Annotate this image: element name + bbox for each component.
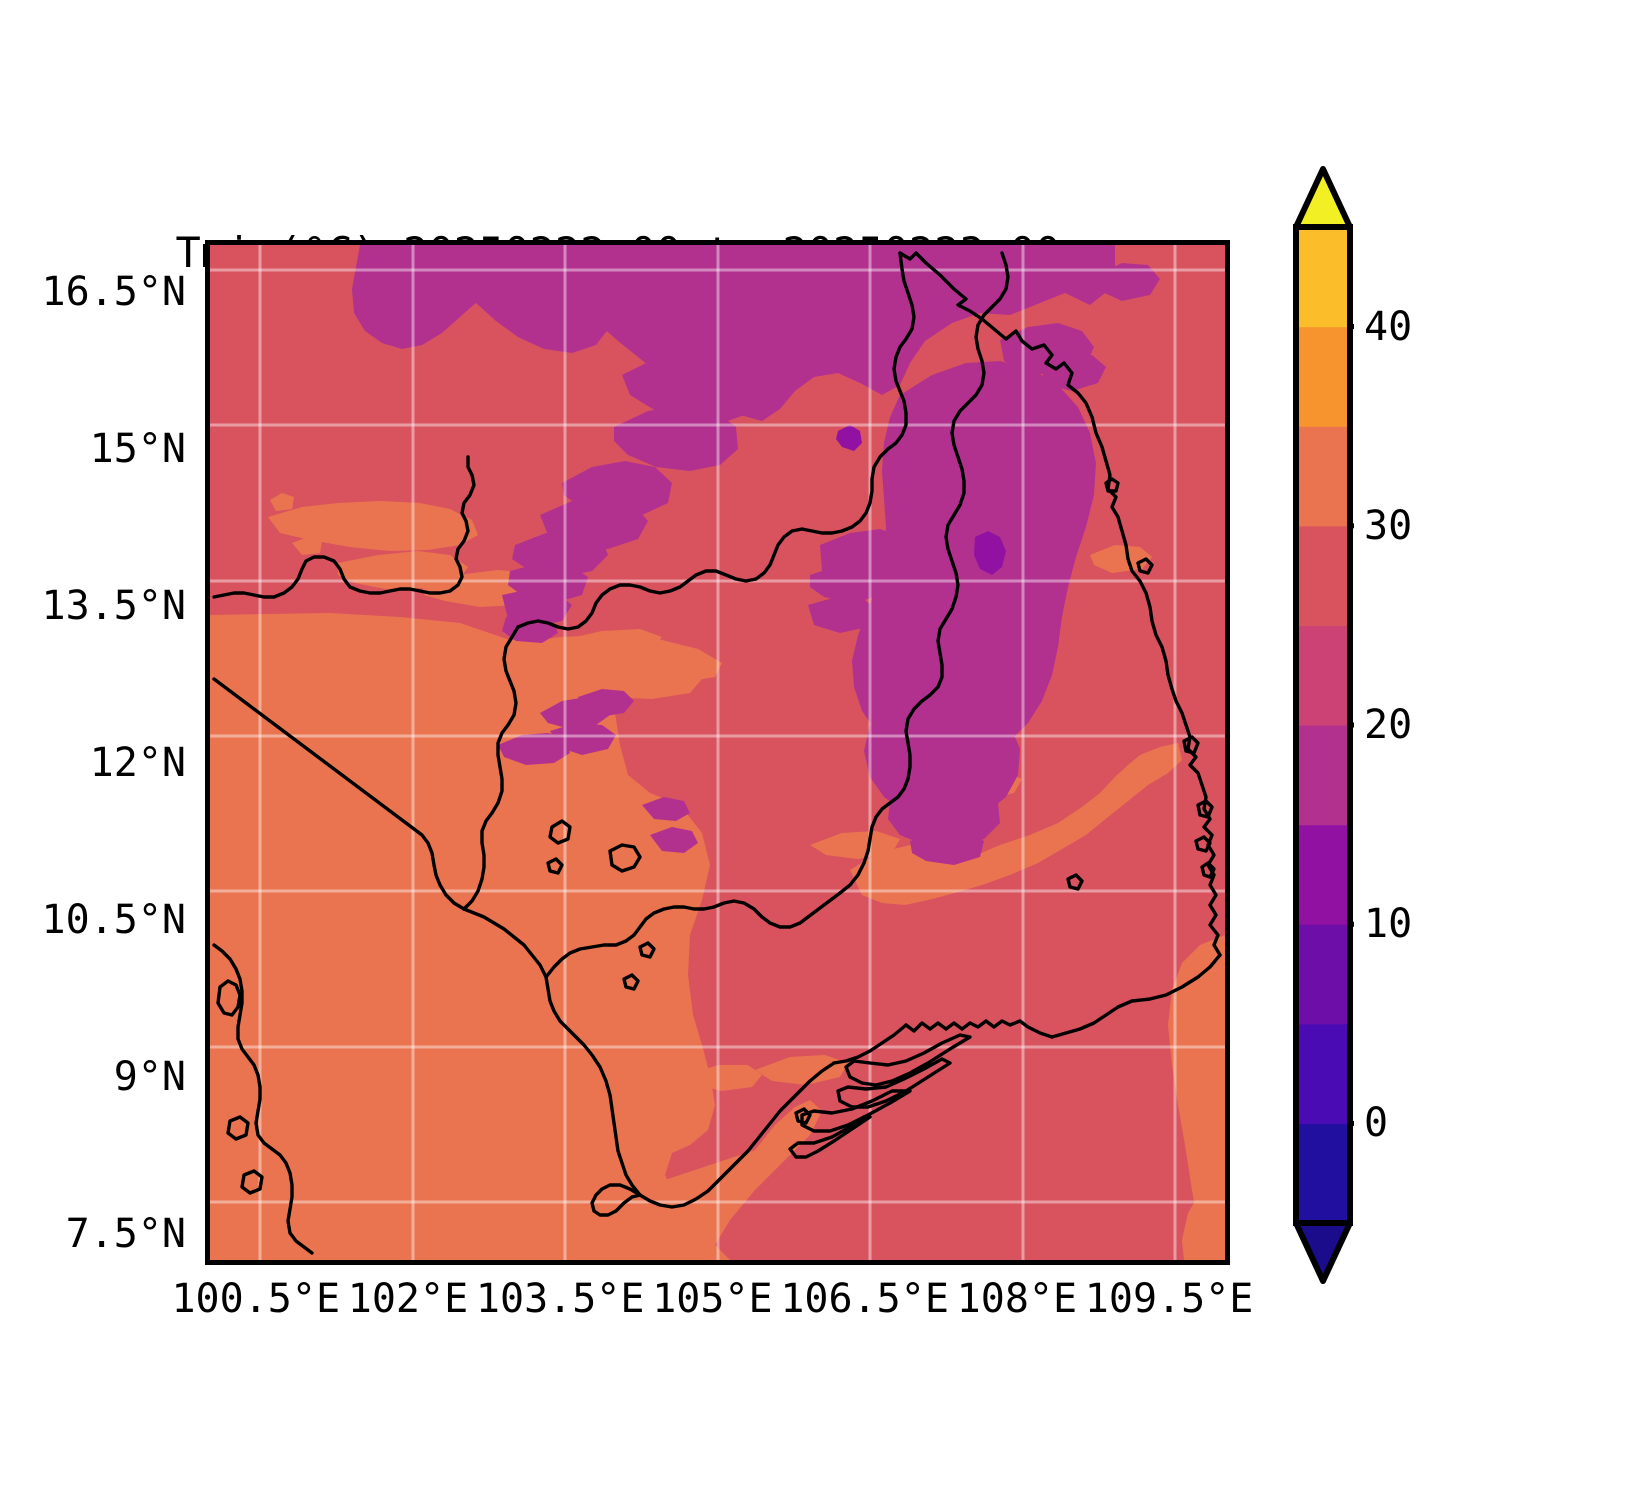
- temperature-contour-map: [210, 245, 1225, 1260]
- x-tick-label-2: 103.5°E: [475, 1276, 645, 1322]
- x-axis-tick-labels: 100.5°E 102°E 103.5°E 105°E 106.5°E 108°E 109.…: [171, 1276, 1253, 1336]
- colorbar-band-25-30: [1296, 525, 1350, 626]
- colorbar-band--5-0: [1296, 1123, 1350, 1224]
- band-25-30-central-d: [338, 797, 406, 823]
- band-25-30-delta-south: [650, 1100, 822, 1260]
- y-tick-label-6: 7.5°N: [65, 1210, 186, 1257]
- band-25-30-ec3: [1090, 545, 1152, 573]
- map-gridlines: [210, 245, 1225, 1260]
- colorbar-tick-label-2: 20: [1364, 702, 1413, 748]
- colorbar-tick-label-3: 10: [1364, 901, 1413, 948]
- colorbar-band-20-25: [1296, 625, 1350, 726]
- colorbar-band-30-35: [1296, 426, 1350, 527]
- band-25-30-mekong5: [688, 1065, 762, 1091]
- colorbar-over-arrow: [1293, 166, 1353, 230]
- map-plot-area[interactable]: [210, 245, 1225, 1260]
- band-15-20-north4: [614, 405, 738, 471]
- y-tick-label-4: 10.5°N: [41, 896, 187, 943]
- band-15-20-highlands-s2: [888, 783, 1000, 847]
- band-25-30-right-lower: [1182, 1175, 1225, 1260]
- band-25-30-cam2: [540, 665, 702, 699]
- y-tick-label-2: 13.5°N: [41, 583, 187, 630]
- colorbar[interactable]: 40 30 20 10 0: [1292, 165, 1412, 1285]
- y-tick-label-3: 12°N: [89, 739, 186, 786]
- band-25-30-mid1: [562, 629, 662, 653]
- band-15-20-cam2: [498, 733, 570, 765]
- band-25-30-nw-small1: [292, 537, 322, 555]
- band-25-30-central-tongue: [358, 889, 605, 967]
- band-15-20-highlands-s3: [910, 831, 984, 865]
- x-tick-label-0: 100.5°E: [171, 1276, 341, 1322]
- band-25-30-mekong2: [810, 831, 900, 859]
- x-tick-label-1: 102°E: [347, 1276, 469, 1322]
- band-15-20-highlands-w2: [810, 565, 888, 603]
- band-25-30-mekong4: [755, 1055, 848, 1085]
- y-tick-label-1: 15°N: [89, 426, 186, 473]
- band-25-30-se-coast: [850, 743, 1182, 905]
- band-15-20-north2: [460, 259, 610, 353]
- coastline-and-borders: [212, 251, 1222, 1255]
- band-25-30-mekong1: [478, 809, 562, 837]
- map-axes[interactable]: [205, 240, 1230, 1265]
- colorbar-tick-label-4: 0: [1364, 1100, 1389, 1147]
- colorbar-band-15-20: [1296, 725, 1350, 826]
- colorbar-band-40-45: [1296, 227, 1350, 328]
- band-25-30-nw-small2: [270, 493, 294, 511]
- y-tick-label-5: 9°N: [113, 1053, 186, 1100]
- band-15-20-right1: [642, 797, 690, 821]
- band-15-20-cam4: [578, 689, 634, 717]
- colorbar-band-10-15: [1296, 824, 1350, 925]
- colorbar-band-35-40: [1296, 326, 1350, 427]
- band-10-15-core: [974, 531, 1006, 575]
- y-axis-tick-labels: 16.5°N 15°N 13.5°N 12°N 10.5°N 9°N 7.5°N: [0, 240, 187, 1265]
- x-tick-label-6: 109.5°E: [1084, 1276, 1254, 1322]
- band-25-30-central-c: [492, 983, 630, 1027]
- band-15-20-highlands-w3: [808, 597, 878, 633]
- x-tick-label-5: 108°E: [956, 1276, 1078, 1322]
- x-tick-label-3: 105°E: [652, 1276, 773, 1322]
- band-10-15-core2: [836, 425, 862, 451]
- band-15-20-highlands: [852, 361, 1096, 765]
- colorbar-tick-label-0: 40: [1364, 303, 1413, 350]
- y-tick-label-0: 16.5°N: [41, 269, 187, 316]
- band-15-20-gulf-purple1: [650, 827, 698, 853]
- colorbar-under-arrow: [1293, 1220, 1353, 1284]
- band-25-30-central-b: [330, 935, 582, 997]
- band-25-30-nw-b: [338, 551, 468, 589]
- band-25-30-nw-a: [268, 501, 478, 551]
- band-15-20-north3: [622, 349, 762, 423]
- band-25-30-central-e: [365, 767, 422, 793]
- band-15-20-ne-small: [1096, 263, 1160, 301]
- band-25-30-se-corner: [1168, 935, 1225, 1260]
- colorbar-tick-label-1: 30: [1364, 502, 1413, 549]
- band-15-20-cam3: [550, 723, 616, 755]
- x-tick-label-4: 106.5°E: [780, 1276, 949, 1322]
- colorbar-band-5-10: [1296, 924, 1350, 1025]
- band-15-20-north: [352, 245, 1115, 421]
- colorbar-band-0-5: [1296, 1023, 1350, 1124]
- colorbar-gradient: [1293, 166, 1354, 1284]
